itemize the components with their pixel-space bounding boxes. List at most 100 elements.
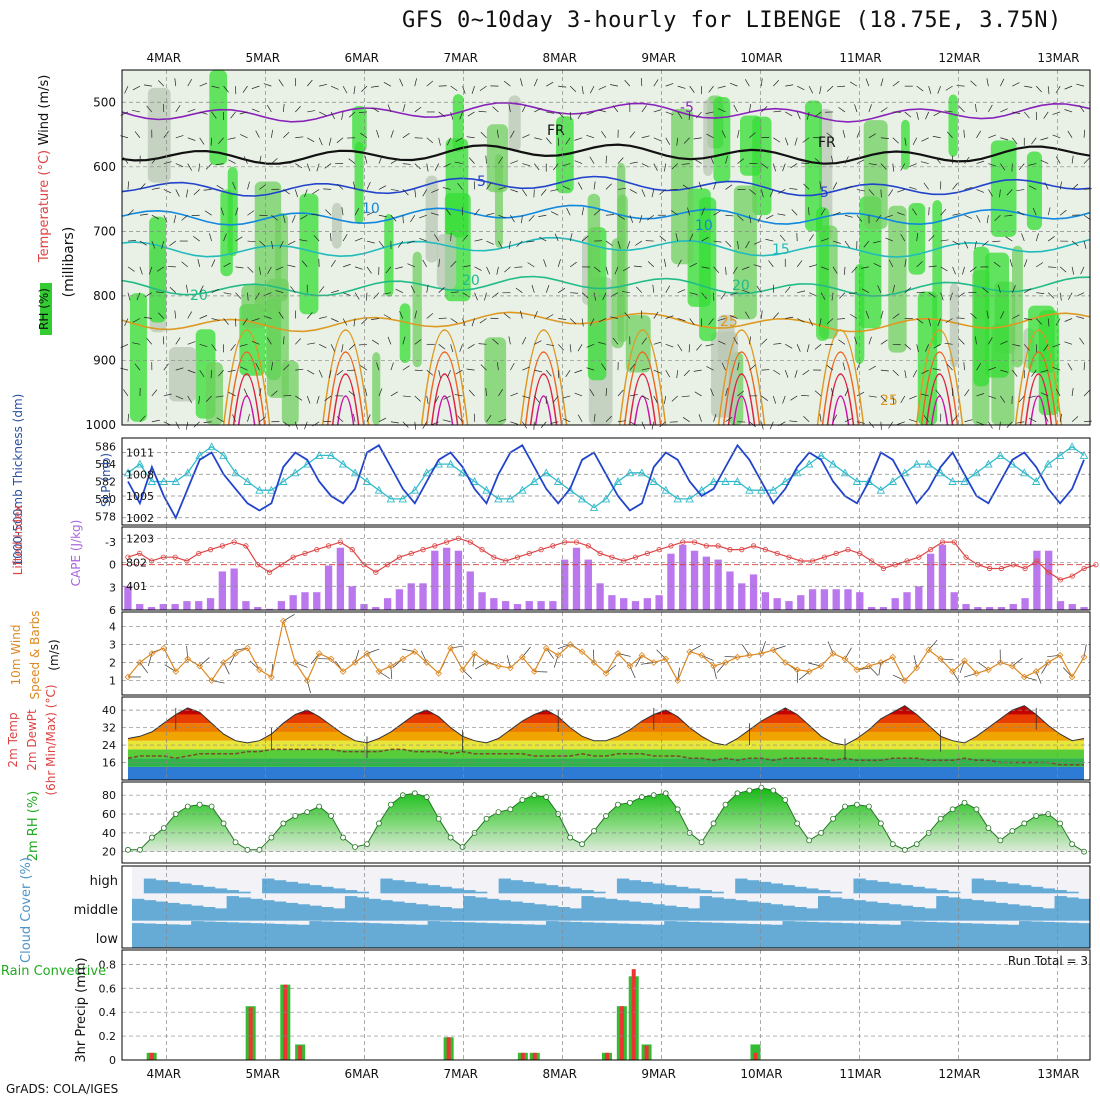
cloud-cell bbox=[1007, 925, 1019, 948]
cloud-cell bbox=[440, 907, 452, 921]
cloud-cell bbox=[641, 882, 653, 893]
cloud-cell bbox=[262, 900, 274, 921]
cloud-cell bbox=[1055, 896, 1067, 921]
cape-bar bbox=[596, 583, 603, 610]
cape-bar bbox=[431, 551, 438, 610]
rh-point bbox=[890, 842, 895, 847]
rh-tick: 80 bbox=[102, 789, 116, 802]
cloud-cell bbox=[735, 924, 747, 948]
temp-axis-label: 2m DewPt bbox=[25, 709, 39, 771]
temperature-axis-label: Temperature (°C) bbox=[37, 150, 52, 263]
rh-tick: 20 bbox=[102, 846, 116, 859]
cloud-cell bbox=[558, 921, 570, 948]
cloud-cell bbox=[215, 888, 227, 893]
bottom-date-label: 9MAR bbox=[641, 1067, 676, 1081]
cloud-cell bbox=[357, 923, 369, 948]
top-date-label: 11MAR bbox=[839, 51, 881, 65]
slp-thickness-panel bbox=[124, 443, 1087, 518]
cloud-cell bbox=[1078, 899, 1090, 921]
cloud-cell bbox=[227, 896, 239, 921]
cloud-cell bbox=[700, 890, 712, 893]
cloud-cell bbox=[913, 921, 925, 948]
cloud-cell bbox=[380, 900, 392, 921]
cape-bar bbox=[408, 583, 415, 610]
cloud-cell bbox=[570, 888, 582, 893]
cloud-cell bbox=[510, 902, 522, 921]
cloud-cell bbox=[747, 924, 759, 948]
cloud-cell bbox=[984, 880, 996, 893]
precip-axis-label: 3hr Precip (mm) bbox=[74, 957, 89, 1062]
slp-axis-label: SLP (mb) bbox=[99, 453, 113, 507]
cloud-cell bbox=[534, 883, 546, 893]
slp-tick: 1005 bbox=[126, 490, 154, 503]
rh-panel-axis-label: 2m RH (%) bbox=[26, 791, 41, 862]
cloud-cell bbox=[688, 888, 700, 893]
cloud-cell bbox=[629, 880, 641, 893]
cloud-cell bbox=[510, 880, 522, 893]
cape-bar bbox=[160, 604, 167, 610]
cloud-cell bbox=[274, 880, 286, 893]
cape-bar bbox=[1045, 551, 1052, 610]
pressure-tick: 800 bbox=[93, 289, 116, 303]
cape-bar bbox=[514, 604, 521, 610]
cape-bar bbox=[384, 598, 391, 610]
slp-frame bbox=[122, 438, 1090, 525]
cloud-cell bbox=[723, 923, 735, 948]
cloud-cell bbox=[475, 892, 487, 894]
cloud-cell bbox=[286, 903, 298, 921]
contour-label: 25 bbox=[880, 393, 898, 409]
cape-bar bbox=[797, 595, 804, 610]
cloud-cell bbox=[321, 907, 333, 921]
cape-bar bbox=[419, 583, 426, 610]
temp-tick: 16 bbox=[102, 757, 116, 770]
rh-point bbox=[1070, 842, 1075, 847]
cloud-cell bbox=[581, 890, 593, 893]
cape-bar bbox=[632, 601, 639, 610]
rh-shading-cell bbox=[864, 120, 888, 229]
cloud-cell bbox=[924, 922, 936, 948]
cloud-cell bbox=[771, 925, 783, 948]
cloud-cell bbox=[1031, 887, 1043, 894]
cloud-level-label: high bbox=[90, 874, 118, 889]
cloud-cell bbox=[262, 924, 274, 948]
cloud-cell bbox=[960, 923, 972, 948]
cloud-cell bbox=[404, 903, 416, 921]
cape-bar bbox=[478, 592, 485, 610]
cape-bar bbox=[360, 604, 367, 610]
lifted-tick: -3 bbox=[105, 536, 116, 549]
cape-bar bbox=[526, 601, 533, 610]
cloud-cell bbox=[167, 882, 179, 893]
rh-point bbox=[436, 816, 441, 821]
cape-bar bbox=[785, 601, 792, 610]
rh-point bbox=[914, 842, 919, 847]
cape-bar bbox=[467, 571, 474, 610]
rh-shading-cell bbox=[413, 252, 422, 368]
cape-bar bbox=[301, 592, 308, 610]
cloud-cell bbox=[463, 896, 475, 921]
rh-shading-cell bbox=[384, 214, 393, 297]
cape-bar bbox=[762, 592, 769, 610]
cape-bar bbox=[396, 589, 403, 610]
cape-tick: 802 bbox=[126, 556, 147, 569]
cloud-cell bbox=[1019, 906, 1031, 921]
cloud-cell bbox=[203, 907, 215, 921]
wind-tick: 4 bbox=[109, 620, 116, 633]
cloud-level-label: middle bbox=[74, 903, 118, 918]
cloud-cell bbox=[546, 906, 558, 921]
cloud-cell bbox=[227, 890, 239, 893]
rh-shading-cell bbox=[948, 94, 957, 156]
cloud-cell bbox=[617, 879, 629, 894]
rh-point bbox=[1058, 821, 1063, 826]
rh-point bbox=[1022, 821, 1027, 826]
cloud-cell bbox=[321, 887, 333, 894]
cloud-cell bbox=[735, 879, 747, 894]
precip-tick: 0.4 bbox=[99, 1006, 117, 1019]
cape-bar bbox=[219, 571, 226, 610]
rh-shading-cell bbox=[711, 332, 738, 418]
pressure-tick: 500 bbox=[93, 95, 116, 109]
cloud-cell bbox=[215, 922, 227, 948]
precip-frame bbox=[122, 950, 1090, 1060]
cape-bar bbox=[337, 548, 344, 610]
bottom-date-label: 13MAR bbox=[1037, 1067, 1079, 1081]
